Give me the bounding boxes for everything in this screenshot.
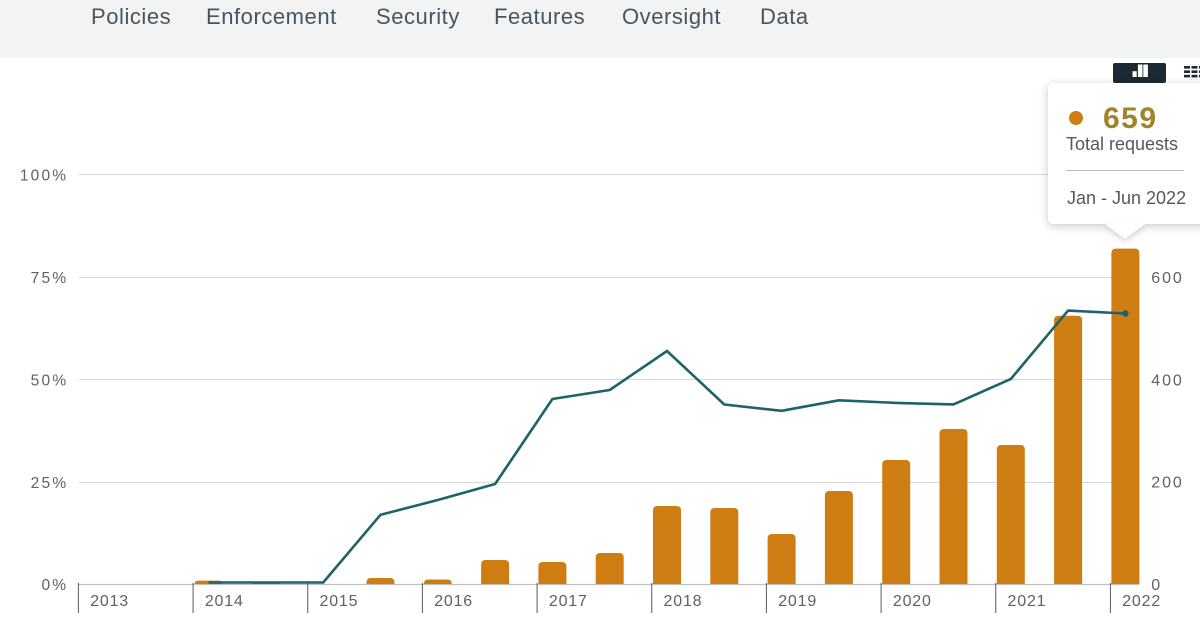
svg-text:2017: 2017 [549,593,588,610]
svg-text:2015: 2015 [320,593,359,610]
svg-text:2020: 2020 [893,593,932,610]
svg-text:2013: 2013 [90,593,129,610]
svg-text:400: 400 [1151,372,1183,389]
svg-text:600: 600 [1151,270,1183,287]
svg-text:2016: 2016 [434,593,473,610]
svg-text:2018: 2018 [664,593,703,610]
svg-text:2014: 2014 [205,593,244,610]
svg-text:75%: 75% [31,270,69,287]
svg-text:2019: 2019 [778,593,817,610]
svg-text:100%: 100% [20,168,68,185]
svg-text:50%: 50% [31,372,69,389]
svg-text:0%: 0% [41,577,68,594]
svg-text:2021: 2021 [1008,593,1047,610]
svg-text:2022: 2022 [1122,593,1161,610]
svg-text:200: 200 [1151,475,1183,492]
svg-text:0: 0 [1151,577,1162,594]
svg-text:25%: 25% [31,475,69,492]
